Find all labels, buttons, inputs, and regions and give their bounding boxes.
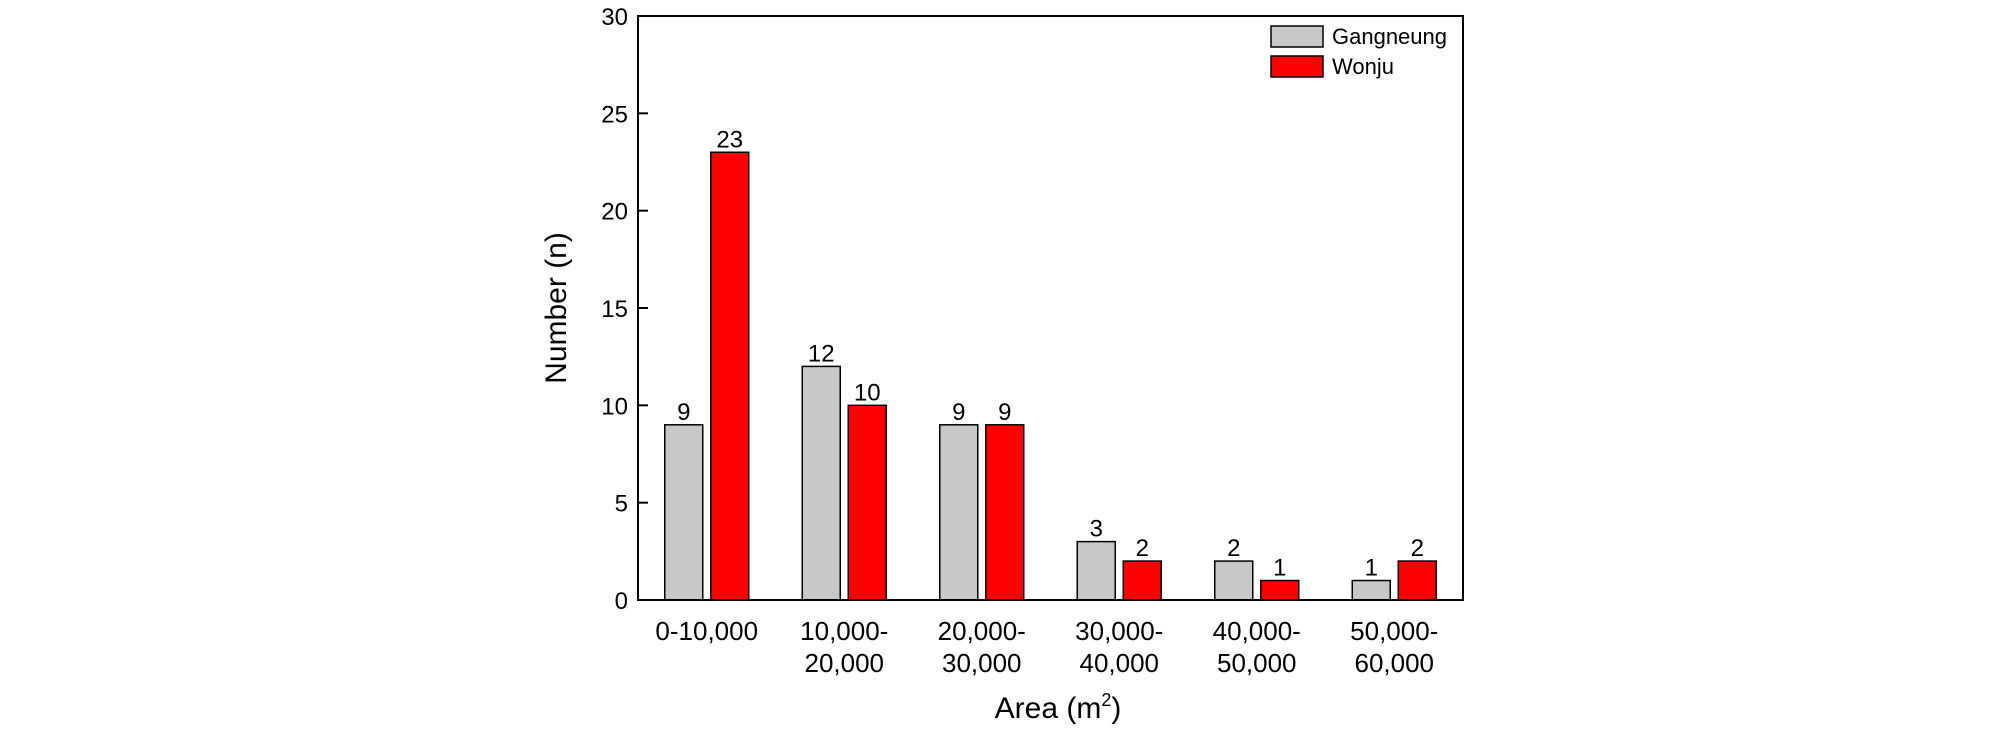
legend-swatch-gangneung: [1270, 25, 1324, 48]
bar-gangneung-50-000-60-000: [1351, 579, 1391, 601]
legend-label-wonju: Wonju: [1332, 54, 1394, 79]
bar-wonju-20-000-30-000: [985, 424, 1025, 601]
legend: Gangneung Wonju: [1270, 24, 1447, 79]
x-tick-label: 0-10,000: [655, 616, 758, 646]
bars-layer: [664, 151, 1437, 601]
plot-frame: [637, 15, 1464, 601]
y-axis-ticks: 0 5 10 15 20 25 30: [601, 4, 648, 615]
data-label-wonju-20-000-30-000: 9: [998, 399, 1011, 426]
bar-wonju-50-000-60-000: [1397, 560, 1437, 601]
y-tick-label: 15: [601, 296, 628, 323]
x-axis-label: Area (m2): [995, 690, 1122, 725]
y-tick-label: 30: [601, 4, 628, 31]
y-tick-label: 5: [615, 491, 628, 518]
bar-wonju-10-000-20-000: [847, 404, 887, 601]
x-tick-label-line: 30,000-: [1075, 616, 1163, 646]
x-tick-label-line: 40,000-: [1213, 616, 1301, 646]
x-tick-label-line: 50,000-: [1350, 616, 1438, 646]
x-tick-label: 20,000-30,000: [938, 616, 1026, 678]
x-tick-label-line: 40,000: [1079, 648, 1159, 678]
bar-gangneung-0-10-000: [664, 424, 704, 601]
x-tick-label: 10,000-20,000: [800, 616, 888, 678]
y-tick-label: 10: [601, 393, 628, 420]
data-label-wonju-0-10-000: 23: [716, 126, 743, 153]
bar-gangneung-20-000-30-000: [939, 424, 979, 601]
x-tick-label-line: 50,000: [1217, 648, 1297, 678]
data-label-wonju-10-000-20-000: 10: [854, 379, 881, 406]
x-tick-label-line: 60,000: [1354, 648, 1434, 678]
data-label-gangneung-30-000-40-000: 3: [1090, 516, 1103, 543]
x-tick-label-line: 20,000-: [938, 616, 1026, 646]
y-tick-label: 0: [615, 588, 628, 615]
x-tick-label-line: 10,000-: [800, 616, 888, 646]
x-tick-label: 30,000-40,000: [1075, 616, 1163, 678]
bar-wonju-30-000-40-000: [1122, 560, 1162, 601]
x-axis-label-superscript: 2: [1101, 690, 1111, 710]
data-label-gangneung-40-000-50-000: 2: [1227, 535, 1240, 562]
data-label-gangneung-10-000-20-000: 12: [808, 340, 835, 367]
x-axis-ticks: 0-10,000 10,000-20,00020,000-30,00030,000…: [655, 616, 1438, 678]
bar-wonju-0-10-000: [710, 151, 750, 601]
y-tick-label: 20: [601, 199, 628, 226]
data-label-wonju-30-000-40-000: 2: [1136, 535, 1149, 562]
data-label-wonju-50-000-60-000: 2: [1411, 535, 1424, 562]
data-label-gangneung-50-000-60-000: 1: [1365, 555, 1378, 582]
x-tick-label-line: 30,000: [942, 648, 1022, 678]
x-axis-label-suffix: ): [1111, 692, 1121, 725]
x-tick-label: 50,000-60,000: [1350, 616, 1438, 678]
legend-swatch-wonju: [1270, 55, 1324, 78]
bar-wonju-40-000-50-000: [1260, 579, 1300, 601]
x-axis-label-text: Area (m: [995, 692, 1102, 725]
x-tick-label: 40,000-50,000: [1213, 616, 1301, 678]
bar-gangneung-40-000-50-000: [1214, 560, 1254, 601]
x-tick-label-line: 20,000: [804, 648, 884, 678]
legend-label-gangneung: Gangneung: [1332, 24, 1447, 49]
y-axis-label: Number (n): [540, 232, 573, 384]
data-label-wonju-40-000-50-000: 1: [1273, 555, 1286, 582]
data-label-gangneung-20-000-30-000: 9: [952, 399, 965, 426]
x-tick-label-line: 0-10,000: [655, 616, 758, 646]
y-tick-label: 25: [601, 101, 628, 128]
bar-gangneung-10-000-20-000: [801, 365, 841, 601]
data-label-gangneung-0-10-000: 9: [677, 399, 690, 426]
bar-gangneung-30-000-40-000: [1076, 540, 1116, 601]
